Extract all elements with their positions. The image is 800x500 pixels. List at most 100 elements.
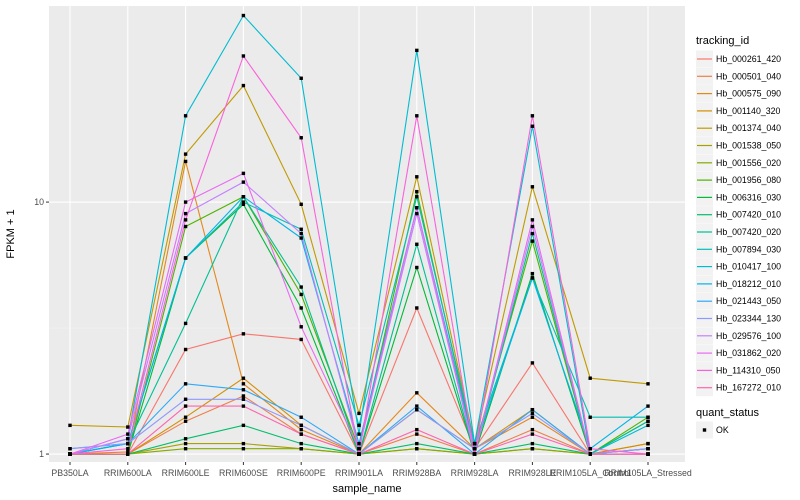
data-point-Hb_000501_040 — [183, 419, 188, 423]
shape-legend-symbol — [702, 428, 707, 432]
data-point-Hb_001374_040 — [588, 376, 592, 380]
data-point-Hb_001956_080 — [415, 189, 419, 194]
data-point-Hb_114310_050 — [530, 114, 535, 118]
data-point-Hb_167272_010 — [299, 432, 303, 436]
legend-label: Hb_001140_320 — [716, 106, 781, 116]
data-point-Hb_023344_130 — [472, 447, 477, 451]
data-point-Hb_007420_010 — [241, 423, 246, 428]
data-point-Hb_018212_010 — [357, 441, 361, 446]
x-tick-label: RRIM600PE — [277, 468, 326, 478]
data-point-Hb_031862_020 — [357, 447, 361, 451]
data-point-Hb_114310_050 — [241, 54, 246, 58]
data-point-Hb_000501_040 — [530, 427, 535, 432]
data-point-Hb_001140_320 — [183, 415, 188, 419]
data-point-Hb_167272_010 — [183, 404, 188, 408]
data-point-Hb_029576_100 — [299, 231, 303, 236]
data-point-Hb_007420_010 — [530, 441, 535, 446]
legend-label: Hb_001538_050 — [716, 141, 781, 151]
legend-label: Hb_007420_020 — [716, 227, 781, 237]
data-point-Hb_010417_100 — [646, 423, 650, 428]
data-point-Hb_000575_090 — [126, 450, 130, 454]
data-point-Hb_001374_040 — [241, 83, 246, 88]
data-point-Hb_031862_020 — [530, 218, 535, 222]
legend: tracking_id Hb_000261_420Hb_000501_040Hb… — [696, 35, 781, 439]
shape-legend-items: OK — [696, 421, 729, 439]
x-tick-label: RRIM600LA — [104, 468, 152, 478]
y-tick-label: 1 — [39, 449, 44, 459]
data-point-Hb_010417_100 — [357, 432, 361, 436]
data-point-Hb_018212_010 — [183, 256, 188, 260]
data-point-Hb_001374_040 — [126, 425, 130, 429]
data-point-Hb_007420_010 — [415, 441, 419, 446]
data-point-Hb_023344_130 — [241, 397, 246, 401]
data-point-Hb_001556_020 — [241, 447, 246, 451]
data-point-Hb_007420_020 — [415, 242, 419, 246]
x-tick-label: RRIM928LA — [451, 468, 499, 478]
shape-legend-label: OK — [716, 425, 729, 435]
data-point-Hb_010417_100 — [241, 13, 246, 18]
data-point-Hb_001956_080 — [299, 292, 303, 297]
data-point-Hb_021443_050 — [183, 382, 188, 386]
data-point-Hb_167272_010 — [126, 452, 130, 456]
data-points — [68, 13, 650, 456]
legend-label: Hb_000501_040 — [716, 71, 781, 81]
data-point-Hb_001374_040 — [299, 202, 303, 206]
x-tick-label: RRIM600LE — [162, 468, 210, 478]
data-point-Hb_018212_010 — [530, 276, 535, 280]
data-point-Hb_000575_090 — [183, 159, 188, 164]
legend-label: Hb_167272_010 — [716, 383, 781, 393]
data-point-Hb_000575_090 — [299, 427, 303, 432]
data-point-Hb_000261_420 — [183, 347, 188, 352]
data-point-Hb_006316_030 — [530, 271, 535, 276]
data-point-Hb_007420_020 — [299, 285, 303, 289]
data-point-Hb_001374_040 — [646, 382, 650, 386]
legend-title: tracking_id — [696, 35, 749, 47]
data-point-Hb_114310_050 — [183, 218, 188, 222]
data-point-Hb_029576_100 — [241, 180, 246, 184]
y-axis-title: FPKM + 1 — [5, 209, 17, 258]
data-point-Hb_007894_030 — [357, 423, 361, 428]
data-point-Hb_007420_010 — [299, 441, 303, 446]
data-point-Hb_001556_020 — [183, 447, 188, 451]
data-point-Hb_029576_100 — [530, 224, 535, 229]
data-point-Hb_001556_020 — [299, 447, 303, 451]
data-point-Hb_000261_420 — [530, 361, 535, 365]
data-point-Hb_021443_050 — [415, 404, 419, 408]
data-point-Hb_007894_030 — [299, 227, 303, 231]
data-point-Hb_021443_050 — [241, 388, 246, 392]
data-point-Hb_006316_030 — [299, 306, 303, 310]
x-tick-label: RRIM928BA — [392, 468, 441, 478]
legend-items: Hb_000261_420 Hb_000501_040 Hb_000575_090 H… — [696, 50, 781, 397]
legend-label: Hb_029576_100 — [716, 331, 781, 341]
data-point-Hb_001140_320 — [646, 441, 650, 446]
legend-label: Hb_010417_100 — [716, 262, 781, 272]
data-point-Hb_001140_320 — [241, 376, 246, 380]
data-point-Hb_018212_010 — [241, 195, 246, 199]
data-point-Hb_006316_030 — [241, 202, 246, 206]
data-point-Hb_001956_080 — [183, 224, 188, 229]
data-point-Hb_001374_040 — [68, 423, 72, 428]
data-point-Hb_029576_100 — [126, 437, 130, 441]
data-point-Hb_114310_050 — [588, 447, 592, 451]
data-point-Hb_007894_030 — [646, 415, 650, 419]
legend-label: Hb_006316_030 — [716, 192, 781, 202]
legend-label: Hb_021443_050 — [716, 296, 781, 306]
data-point-Hb_001538_050 — [241, 441, 246, 446]
y-axis: 1 10 — [34, 197, 49, 459]
x-tick-label: RRIM105LA_Control — [550, 468, 631, 478]
data-point-Hb_007894_030 — [415, 195, 419, 199]
data-point-Hb_000501_040 — [415, 432, 419, 436]
x-tick-label: RRIM928LE — [508, 468, 556, 478]
data-point-Hb_000575_090 — [241, 382, 246, 386]
data-point-Hb_010417_100 — [415, 48, 419, 53]
data-point-Hb_006316_030 — [415, 265, 419, 270]
data-point-Hb_010417_100 — [299, 76, 303, 80]
x-tick-label: RRIM600SE — [219, 468, 268, 478]
data-point-Hb_001556_020 — [530, 447, 535, 451]
data-point-Hb_114310_050 — [299, 136, 303, 140]
data-point-Hb_114310_050 — [415, 114, 419, 118]
legend-label: Hb_001556_020 — [716, 158, 781, 168]
legend-label: Hb_007894_030 — [716, 244, 781, 254]
data-point-Hb_001374_040 — [357, 411, 361, 416]
